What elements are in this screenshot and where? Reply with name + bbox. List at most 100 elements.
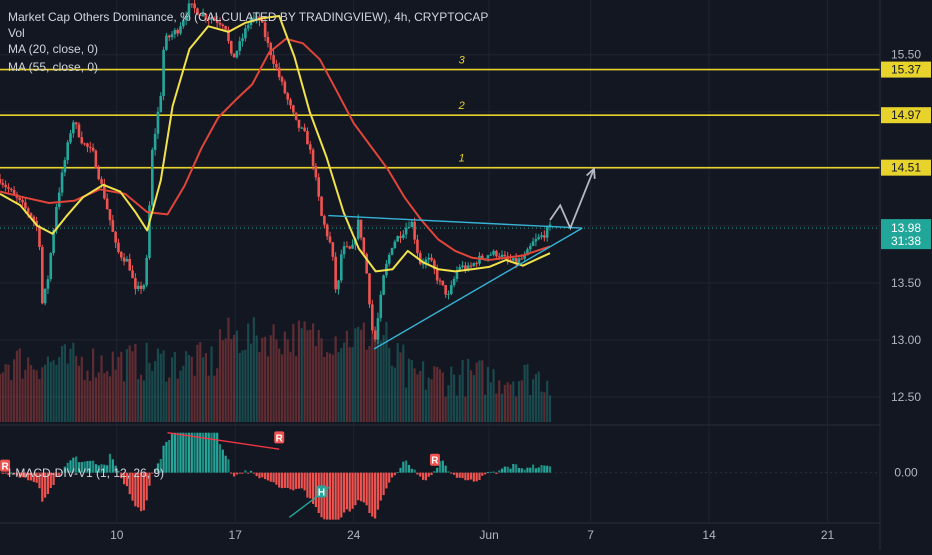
macd-histogram-bar [32,472,35,482]
volume-bar [433,366,436,422]
volume-bar [410,360,413,422]
volume-bar [303,321,306,422]
volume-bar [176,378,179,422]
volume-bar [266,356,270,422]
candle-body [277,67,281,78]
volume-bar [484,394,487,422]
volume-bar [520,380,523,422]
candle-body [534,239,538,242]
volume-bar [306,330,309,422]
candle-body [114,231,117,243]
candle-body [399,236,402,239]
volume-bar [509,384,512,422]
macd-histogram-bar [13,472,16,474]
divergence-marker-bear [0,459,11,472]
macd-histogram-bar [393,472,396,476]
legend-ma55[interactable]: MA (55, close, 0) [8,60,99,74]
legend-macd-indicator[interactable]: I-MACD-DIV-V1 (1, 12, 26, 9) [8,466,165,480]
volume-bar [193,375,196,422]
macd-histogram-bar [139,472,143,512]
candle-body [261,20,264,23]
ma55-line [0,37,551,261]
macd-histogram-bar [216,432,219,473]
candle-body [269,43,273,56]
macd-histogram-bar [72,457,75,473]
macd-histogram-bar [396,471,399,473]
volume-bar [436,367,439,422]
volume-bar [55,364,58,422]
macd-histogram-bar [66,462,69,473]
macd-histogram-bar [467,472,470,481]
macd-histogram-bar [210,432,213,473]
macd-histogram-bar [475,472,478,482]
volume-bar [154,361,157,422]
macd-histogram-bar [311,472,315,504]
candle-body [356,219,360,239]
macd-histogram-bar [156,463,160,473]
macd-histogram-bar [125,472,129,487]
macd-histogram-bar [55,472,58,477]
candle-body [9,188,13,191]
level-price-tag [881,61,931,78]
time-axis-tick: 17 [229,528,243,542]
divergence-marker-bull [316,485,327,498]
candle-body [142,285,146,289]
time-axis-tick: 7 [587,528,594,542]
candle-body [297,119,301,128]
volume-bar [216,368,219,422]
macd-histogram-bar [328,472,332,520]
macd-histogram-bar [374,472,377,519]
volume-bar [60,346,64,422]
macd-histogram-bar [49,472,52,488]
macd-histogram-bar [458,472,461,478]
volume-bar [1,372,4,422]
volume-bar [269,335,272,422]
candle-body [325,224,329,237]
macd-histogram-bar [83,461,86,473]
macd-histogram-bar [506,466,509,473]
macd-histogram-bar [348,472,351,512]
divergence-marker-text: H [318,487,325,498]
legend-volume[interactable]: Vol [8,26,25,40]
volume-bar [207,375,210,422]
macd-histogram-bar [86,461,89,473]
volume-bar [258,351,261,422]
macd-histogram-bar [46,472,50,494]
volume-bar [405,387,408,422]
macd-histogram-bar [436,467,439,473]
candle-body [337,280,340,290]
macd-axis-tick: 0.00 [894,466,918,480]
volume-bar [159,353,162,422]
macd-histogram-bar [179,432,182,473]
volume-bar [515,396,518,422]
candle-body [402,234,405,239]
volume-bar [148,362,151,422]
candle-body [204,13,208,19]
volume-bar [396,343,399,422]
candle-body [232,53,236,58]
macd-histogram-bar [289,472,292,490]
candle-body [464,265,467,270]
macd-histogram-bar [1,472,4,474]
macd-histogram-bar [481,472,484,476]
candle-body [407,227,411,229]
legend-ma20[interactable]: MA (20, close, 0) [8,42,99,56]
macd-histogram-bar [520,468,523,473]
candle-body [430,257,433,261]
macd-histogram-bar [120,472,123,479]
volume-bar [512,381,515,422]
volume-bar [492,369,495,422]
volume-bar [455,395,459,422]
macd-histogram-bar [407,464,411,473]
candle-body [224,26,227,30]
volume-bar [235,330,239,422]
candle-body [193,3,196,9]
candle-body [0,179,2,184]
volume-bar [75,356,78,422]
candle-body [373,330,377,340]
macd-histogram-bar [63,466,66,473]
volume-bar [531,379,535,422]
macd-histogram-bar [430,472,433,475]
